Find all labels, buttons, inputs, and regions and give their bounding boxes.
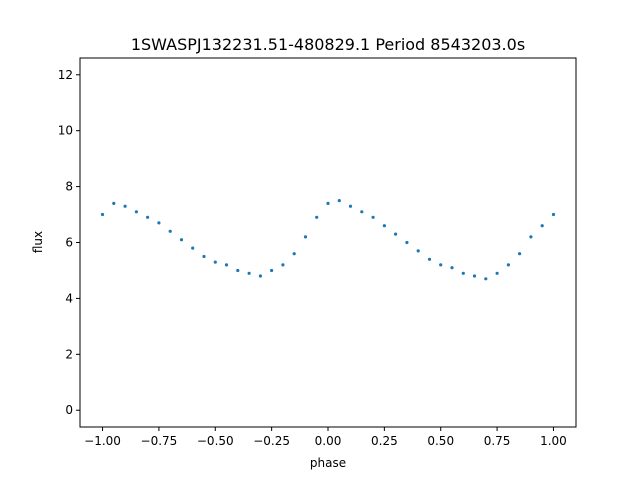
data-point-8	[191, 246, 195, 250]
data-point-26	[394, 232, 398, 236]
data-point-15	[270, 268, 274, 273]
plot-frame	[79, 57, 577, 428]
data-point-29	[427, 257, 432, 261]
data-point-28	[416, 249, 420, 253]
x-tick-label: 1.00	[540, 434, 567, 448]
scatter-points	[100, 199, 556, 281]
y-tick-label: 8	[65, 180, 73, 194]
data-point-35	[495, 271, 499, 275]
y-tick-label: 12	[58, 68, 73, 82]
y-tick-label: 10	[58, 124, 73, 138]
data-point-2	[123, 204, 127, 208]
x-tick-label: 0.75	[484, 434, 511, 448]
data-point-19	[315, 215, 319, 219]
data-point-14	[258, 274, 262, 278]
data-point-17	[292, 252, 296, 256]
x-tick-label: −0.75	[141, 434, 178, 448]
data-point-20	[326, 201, 330, 205]
y-axis-ticks: 0 2 4 6 8 10 12	[58, 68, 80, 417]
data-point-25	[382, 224, 386, 228]
data-point-24	[371, 215, 375, 219]
data-point-40	[551, 212, 556, 217]
data-point-10	[213, 260, 217, 264]
data-point-31	[450, 266, 454, 270]
x-tick-label: 0.50	[427, 434, 454, 448]
data-point-22	[348, 204, 353, 208]
data-point-4	[146, 215, 150, 219]
y-axis-label: flux	[31, 231, 45, 253]
y-tick-label: 2	[65, 347, 73, 361]
x-axis-ticks: −1.00 −0.75 −0.50 −0.25 0.00 0.25 0.50 0.75 1.00	[84, 427, 567, 448]
x-tick-label: −0.25	[253, 434, 290, 448]
x-axis-label: phase	[310, 456, 346, 470]
data-point-38	[529, 235, 533, 239]
data-point-23	[360, 210, 364, 214]
data-point-6	[168, 229, 172, 233]
data-point-27	[405, 240, 409, 245]
x-tick-label: 0.00	[315, 434, 342, 448]
y-tick-label: 6	[65, 236, 73, 250]
data-point-12	[236, 268, 240, 273]
data-point-16	[281, 263, 285, 267]
data-point-36	[506, 263, 510, 267]
data-point-0	[100, 212, 105, 217]
data-point-18	[303, 235, 308, 239]
y-tick-label: 0	[65, 403, 73, 417]
data-point-32	[461, 271, 465, 275]
data-point-5	[157, 221, 161, 225]
data-point-3	[134, 210, 138, 214]
y-tick-label: 4	[65, 291, 73, 305]
data-point-30	[439, 263, 443, 267]
data-point-34	[484, 277, 488, 281]
x-tick-label: −0.50	[197, 434, 234, 448]
data-point-13	[247, 271, 251, 275]
data-point-9	[202, 254, 206, 259]
data-point-1	[112, 201, 116, 205]
x-tick-label: −1.00	[84, 434, 121, 448]
data-point-37	[518, 252, 522, 256]
data-point-21	[337, 199, 341, 203]
x-tick-label: 0.25	[371, 434, 398, 448]
data-point-7	[179, 238, 184, 242]
data-point-11	[224, 263, 229, 267]
data-point-39	[540, 224, 544, 228]
data-point-33	[472, 274, 477, 278]
chart-title: 1SWASPJ132231.51-480829.1 Period 8543203…	[131, 35, 525, 54]
